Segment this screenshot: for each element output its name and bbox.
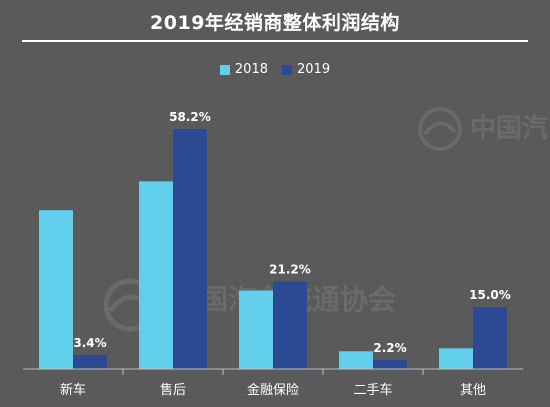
legend-swatch-2018	[219, 64, 230, 75]
legend-swatch-2019	[282, 64, 292, 75]
bar-2019-3	[373, 359, 407, 369]
x-tick-label-4: 其他	[460, 383, 486, 398]
data-label-0: 3.4%	[73, 336, 106, 350]
bar-2019-4	[473, 307, 507, 369]
data-label-2: 21.2%	[269, 263, 311, 277]
bar-2018-1	[139, 181, 173, 369]
bar-2019-1	[173, 129, 207, 369]
legend-label-2019: 2019	[297, 62, 331, 77]
x-tick-label-2: 金融保险	[247, 382, 299, 398]
x-tick-label-0: 新车	[60, 382, 86, 398]
bar-2019-0	[73, 354, 107, 369]
bar-2019-2	[273, 281, 307, 369]
chart-title: 2019年经销商整体利润结构	[150, 12, 400, 34]
bar-2018-0	[39, 210, 73, 369]
legend: 2018 2019	[0, 62, 550, 77]
title-underline	[22, 40, 528, 42]
legend-item-2018: 2018	[219, 62, 268, 77]
data-label-3: 2.2%	[373, 341, 406, 355]
data-label-1: 58.2%	[169, 110, 211, 124]
bar-2018-4	[439, 348, 473, 369]
legend-item-2019: 2019	[282, 62, 330, 77]
bar-2018-2	[239, 290, 273, 369]
bar-2018-3	[339, 351, 373, 369]
legend-label-2018: 2018	[234, 62, 268, 77]
data-label-4: 15.0%	[469, 288, 511, 302]
x-tick-label-3: 二手车	[353, 382, 392, 398]
watermark-logo-icon	[418, 107, 462, 151]
x-tick-label-1: 售后	[160, 382, 186, 398]
